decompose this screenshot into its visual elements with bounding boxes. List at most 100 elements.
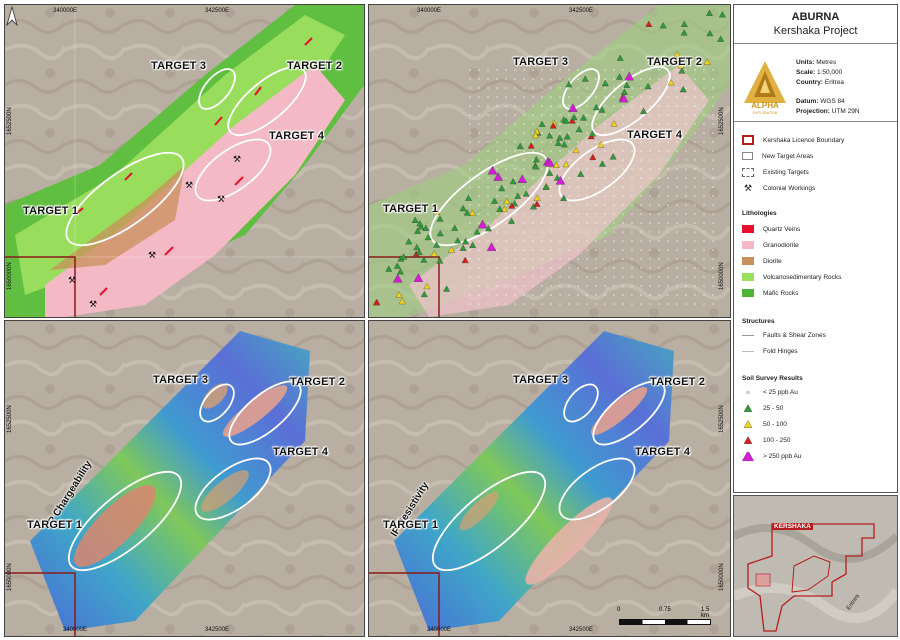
- legend-soil-item: < 25 ppb Au: [742, 386, 798, 398]
- grid-label-east: 340000E: [63, 627, 88, 633]
- soil-sample-marker: [486, 242, 497, 251]
- grid-label-north: 1650000N: [719, 262, 725, 290]
- grid-label-east: 342500E: [205, 627, 230, 633]
- svg-text:⚒: ⚒: [68, 275, 76, 285]
- svg-text:⚒: ⚒: [185, 180, 193, 190]
- soil-sample-marker: [560, 194, 568, 201]
- target-4-label: TARGET 4: [627, 129, 683, 141]
- map-panel-soil: 340000E 342500E 1652500N 1650000N TARGET…: [368, 4, 731, 318]
- grid-label-east: 340000E: [53, 8, 78, 14]
- soil-sample-marker: [385, 265, 393, 272]
- soil-sample-marker: [430, 250, 438, 257]
- svg-text:⚒: ⚒: [233, 154, 241, 164]
- soil-sample-marker: [588, 130, 596, 137]
- soil-sample-marker: [393, 262, 401, 269]
- soil-sample-symbols: [372, 9, 726, 306]
- soil-sample-marker: [570, 113, 578, 121]
- soil-symbol-icon: [742, 436, 754, 444]
- soil-sample-marker: [448, 246, 455, 253]
- lithology-label: Volcanosedimentary Rocks: [763, 273, 842, 281]
- grid-label-north: 1650000N: [7, 563, 13, 591]
- grid-label-north: 1650000N: [7, 262, 13, 290]
- soil-map: [369, 5, 730, 317]
- soil-sample-marker: [463, 209, 471, 216]
- target-4-label: TARGET 4: [269, 130, 325, 142]
- soil-sample-marker: [436, 257, 444, 264]
- legend-panel: ABURNA Kershaka Project ALPHA EXPLORATIO…: [733, 4, 898, 493]
- legend-lithology-item: Diorite: [742, 255, 782, 267]
- soil-sample-marker: [532, 163, 540, 170]
- soil-sample-marker: [565, 81, 573, 88]
- soil-label: < 25 ppb Au: [763, 388, 798, 396]
- projection-row: Projection: UTM 29N: [796, 108, 860, 115]
- soil-label: 25 - 50: [763, 404, 784, 412]
- project-subtitle: Kershaka Project: [734, 25, 897, 44]
- soil-sample-marker: [598, 106, 606, 113]
- location-inset-map: KERSHAKA Eritrea: [733, 495, 898, 637]
- soil-sample-marker: [508, 217, 515, 224]
- ip-resistivity-map: [369, 321, 730, 636]
- soil-sample-marker: [532, 156, 540, 163]
- soil-sample-marker: [493, 172, 503, 181]
- soil-sample-marker: [415, 248, 423, 255]
- soil-sample-marker: [527, 142, 535, 149]
- svg-text:⚒: ⚒: [217, 194, 225, 204]
- soil-sample-marker: [706, 29, 714, 37]
- soil-sample-marker: [703, 58, 711, 65]
- country-row: Country: Eritrea: [796, 79, 845, 86]
- datum-row: Datum: WGS 84: [796, 98, 845, 105]
- legend-fold-hinges: Fold Hinges: [742, 345, 798, 357]
- soil-sample-marker: [487, 165, 498, 175]
- soil-sample-marker: [469, 241, 477, 248]
- soil-sample-marker: [465, 194, 473, 201]
- soil-sample-marker: [405, 238, 413, 245]
- soil-sample-marker: [443, 285, 451, 292]
- lithology-swatch: [742, 289, 754, 297]
- soil-sample-marker: [601, 79, 609, 87]
- soil-sample-marker: [575, 125, 583, 133]
- soil-sample-marker: [436, 215, 444, 222]
- soil-symbol-icon: [742, 388, 754, 396]
- legend-lithology-item: Volcanosedimentary Rocks: [742, 271, 841, 283]
- soil-sample-marker: [545, 158, 555, 167]
- soil-sample-marker: [451, 224, 459, 231]
- soil-symbol-icon: [742, 404, 754, 412]
- soil-sample-marker: [532, 131, 540, 139]
- alpha-logo-icon: [744, 61, 786, 103]
- soil-sample-marker: [616, 73, 623, 80]
- legend-soil-item: 50 - 100: [742, 418, 787, 430]
- soil-sample-marker: [568, 103, 578, 112]
- soil-sample-marker: [677, 61, 685, 69]
- target-2-label: TARGET 2: [647, 56, 703, 68]
- grid-label-north: 1652500N: [7, 405, 13, 433]
- grid-label-east: 342500E: [569, 8, 594, 14]
- soil-sample-marker: [473, 228, 481, 235]
- soil-sample-marker: [533, 200, 541, 207]
- soil-sample-marker: [517, 174, 528, 183]
- soil-sample-marker: [538, 120, 546, 127]
- soil-sample-marker: [477, 219, 488, 229]
- map-panel-ip-resistivity: 340000E 342500E 1652500N 1650000N IP Res…: [368, 320, 731, 637]
- legend-soil-item: 100 - 250: [742, 434, 790, 446]
- soil-sample-marker: [556, 134, 564, 141]
- soil-sample-marker: [610, 120, 618, 127]
- soil-sample-marker: [640, 107, 648, 114]
- grid-label-east: 342500E: [569, 627, 594, 633]
- soil-sample-marker: [568, 117, 576, 124]
- soil-sample-marker: [562, 117, 570, 124]
- soil-sample-marker: [533, 194, 541, 201]
- soil-sample-marker: [392, 273, 403, 283]
- soil-sample-marker: [618, 93, 629, 103]
- soil-sample-marker: [420, 290, 428, 298]
- grid-label-east: 340000E: [427, 627, 452, 633]
- soil-sample-marker: [560, 141, 568, 148]
- grid-label-north: 1652500N: [719, 107, 725, 135]
- soil-sample-marker: [549, 122, 557, 129]
- legend-soil-item: > 250 ppb Au: [741, 450, 802, 462]
- soil-sample-marker: [580, 114, 587, 121]
- target-2-label: TARGET 2: [650, 376, 706, 388]
- soil-sample-marker: [598, 160, 606, 167]
- map-panel-lithology: ⚒ ⚒ ⚒ ⚒ ⚒ ⚒ 340000E 342500E 1652500N 1650000…: [4, 4, 365, 318]
- scale-tick-label: 1.5 km: [701, 607, 710, 619]
- project-title: ABURNA: [791, 11, 840, 23]
